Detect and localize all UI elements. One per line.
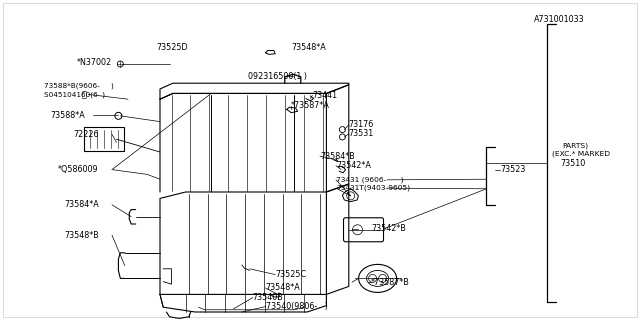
Text: 73548*A: 73548*A [291,44,326,52]
Text: S045104160(6  ): S045104160(6 ) [44,91,104,98]
Text: 73588*A: 73588*A [50,111,84,120]
Text: *73587*B: *73587*B [371,278,410,287]
Text: *N37002: *N37002 [77,58,112,67]
Text: 73525D: 73525D [157,43,188,52]
Text: 73584*A: 73584*A [64,200,99,209]
Text: 73525C: 73525C [275,270,307,279]
Text: 73542*B: 73542*B [371,224,406,233]
Text: 73531: 73531 [349,129,374,138]
Text: 73542*A: 73542*A [336,161,371,170]
Text: 72226: 72226 [74,130,99,139]
Text: 73548*A: 73548*A [266,284,300,292]
Text: 092316500(1 ): 092316500(1 ) [248,72,307,81]
Text: *73587*A: *73587*A [291,101,330,110]
Text: PARTS): PARTS) [562,142,588,149]
Text: 73540B: 73540B [253,293,284,302]
Text: 73510: 73510 [561,159,586,168]
FancyBboxPatch shape [84,127,124,151]
Text: 73431 (9606-      ): 73431 (9606- ) [336,177,404,183]
Text: *Q586009: *Q586009 [58,165,98,174]
Text: A731001033: A731001033 [534,15,585,24]
FancyBboxPatch shape [344,218,383,242]
Text: 73588*B(9606-     ): 73588*B(9606- ) [44,83,113,89]
Text: (EXC.* MARKED: (EXC.* MARKED [552,151,610,157]
Text: Ⓢ: Ⓢ [82,90,87,99]
Text: 73523: 73523 [500,165,526,174]
Text: 73584*B: 73584*B [320,152,355,161]
Text: 73540(9806-   ): 73540(9806- ) [266,302,328,311]
Text: 73431T(9403-9605): 73431T(9403-9605) [336,185,410,191]
Text: 73548*B: 73548*B [64,231,99,240]
Text: 73441: 73441 [312,91,337,100]
Text: 73176: 73176 [349,120,374,129]
